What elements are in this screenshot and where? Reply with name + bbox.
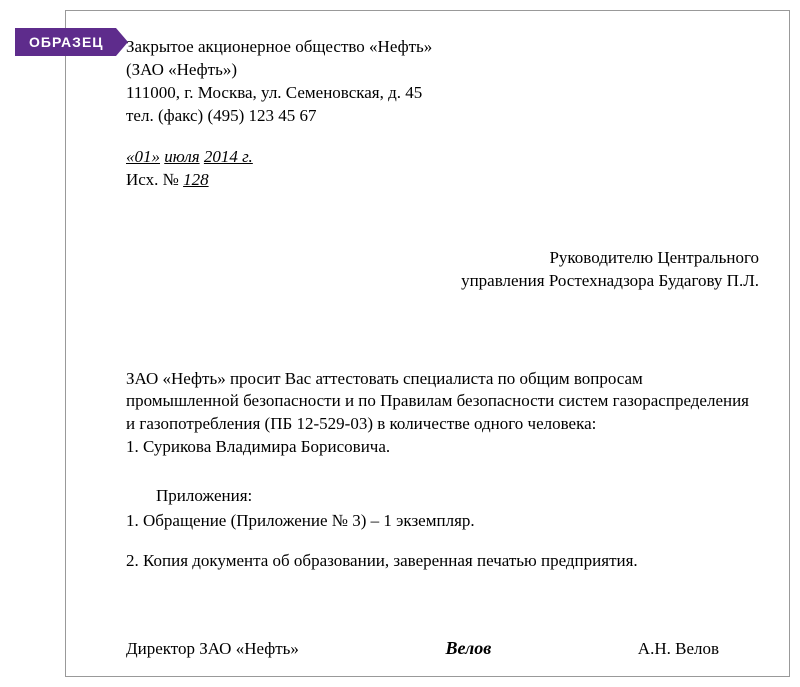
outgoing-prefix: Исх. № xyxy=(126,170,183,189)
sample-badge: ОБРАЗЕЦ xyxy=(15,28,116,56)
date-year: 2014 г. xyxy=(204,147,253,166)
attachments: Приложения: 1. Обращение (Приложение № 3… xyxy=(126,484,759,573)
org-phone: тел. (факс) (495) 123 45 67 xyxy=(126,105,759,128)
addressee-line1: Руководителю Центрального xyxy=(126,247,759,270)
addressee: Руководителю Центрального управления Рос… xyxy=(126,247,759,293)
body-paragraph: ЗАО «Нефть» просит Вас аттестовать специ… xyxy=(126,368,759,437)
org-full-name: Закрытое акционерное общество «Нефть» xyxy=(126,36,759,59)
signatory-name: А.Н. Велов xyxy=(638,639,759,659)
org-address: 111000, г. Москва, ул. Семеновская, д. 4… xyxy=(126,82,759,105)
body-list-item: 1. Сурикова Владимира Борисовича. xyxy=(126,436,759,459)
outgoing-line: Исх. № 128 xyxy=(126,169,759,192)
date-month: июля xyxy=(164,147,199,166)
letter-body: ЗАО «Нефть» просит Вас аттестовать специ… xyxy=(126,368,759,460)
sender-header: Закрытое акционерное общество «Нефть» (З… xyxy=(126,36,759,128)
outgoing-number: 128 xyxy=(183,170,209,189)
attachment-item-1: 1. Обращение (Приложение № 3) – 1 экземп… xyxy=(126,509,759,534)
document-frame: Закрытое акционерное общество «Нефть» (З… xyxy=(65,10,790,677)
addressee-line2: управления Ростехнадзора Будагову П.Л. xyxy=(126,270,759,293)
date-day: «01» xyxy=(126,147,160,166)
signatory-title: Директор ЗАО «Нефть» xyxy=(126,639,299,659)
attachment-item-2: 2. Копия документа об образовании, завер… xyxy=(126,549,759,574)
attachments-title: Приложения: xyxy=(126,484,759,509)
signatory-signature: Велов xyxy=(299,638,638,659)
signature-row: Директор ЗАО «Нефть» Велов А.Н. Велов xyxy=(126,638,759,659)
org-short-name: (ЗАО «Нефть») xyxy=(126,59,759,82)
date-reference: «01» июля 2014 г. Исх. № 128 xyxy=(126,146,759,192)
badge-label: ОБРАЗЕЦ xyxy=(29,34,104,50)
date-line: «01» июля 2014 г. xyxy=(126,146,759,169)
